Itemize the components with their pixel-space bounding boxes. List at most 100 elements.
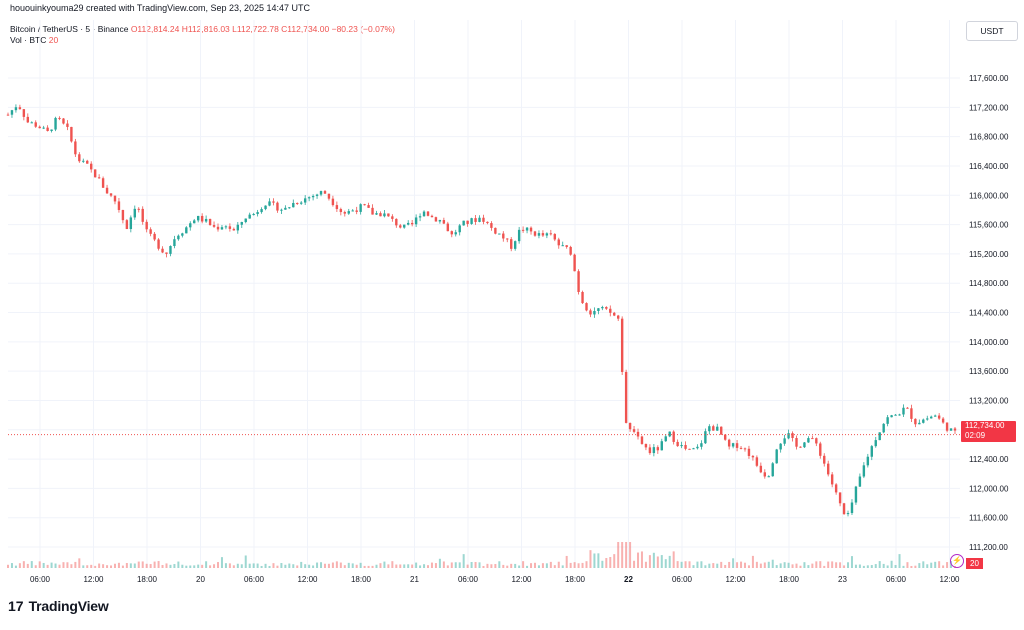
candle-body [894, 414, 897, 416]
candle-body [50, 129, 53, 132]
y-axis[interactable]: 117,600.00 117,200.00 116,800.00 116,400.00… [969, 74, 1009, 552]
candle-body [26, 116, 30, 123]
candle-body [406, 222, 410, 225]
volume-bar [680, 561, 683, 568]
volume-bar [502, 564, 505, 568]
volume-bar [740, 561, 743, 568]
tv-logo-icon: 17 [8, 598, 24, 614]
candle-body [454, 232, 457, 235]
currency-button[interactable]: USDT [966, 21, 1018, 41]
candle-body [941, 418, 945, 423]
y-tick-label: 116,000.00 [969, 191, 1009, 200]
x-tick-label: 22 [624, 575, 633, 584]
volume-bar [399, 564, 402, 568]
candle-body [280, 209, 283, 211]
candle-body [696, 446, 699, 449]
volume-bar [165, 563, 168, 568]
candle-body [882, 423, 885, 433]
candle-body [791, 433, 794, 439]
candle-body [593, 311, 596, 315]
candle-body [731, 443, 735, 447]
candle-body [375, 213, 378, 215]
volume-bar [783, 562, 786, 568]
candle-body [767, 476, 770, 478]
candle-body [953, 428, 957, 431]
candle-body [771, 463, 774, 477]
candle-body [224, 226, 228, 228]
volume-bar [843, 565, 846, 568]
volume-bar [494, 564, 497, 568]
candle-body [42, 127, 45, 129]
volume-bar [70, 564, 73, 568]
volume-bar [141, 561, 144, 568]
volume-bar [581, 562, 584, 568]
candle-body [379, 213, 382, 217]
x-tick-label: 18:00 [565, 575, 586, 584]
candle-body [807, 438, 810, 443]
candle-body [149, 229, 152, 234]
candle-body [537, 233, 541, 236]
volume-legend: Vol · BTC 20 [10, 35, 58, 45]
bar-countdown: 02:09 [965, 431, 986, 440]
volume-bar [807, 565, 810, 568]
lightning-icon[interactable]: ⚡ [950, 554, 964, 568]
x-axis[interactable]: 06:00 12:00 18:00 20 06:00 12:00 18:00 21 06:00 1… [30, 575, 960, 584]
volume-bar [696, 561, 699, 568]
y-tick-label: 113,600.00 [969, 367, 1009, 376]
candle-body [101, 178, 105, 188]
candle-body [109, 193, 113, 196]
candle-body [656, 447, 660, 451]
x-tick-label: 06:00 [244, 575, 265, 584]
candle-body [66, 123, 69, 127]
candle-body [783, 438, 786, 444]
volume-bar [526, 565, 529, 568]
x-tick-label: 12:00 [725, 575, 746, 584]
x-tick-label: 12:00 [511, 575, 532, 584]
volume-bar [197, 564, 200, 568]
candle-body [236, 224, 240, 231]
tradingview-logo[interactable]: 17 TradingView [8, 598, 109, 614]
candle-body [256, 212, 259, 215]
volume-bar [327, 563, 330, 568]
candle-body [212, 225, 216, 227]
candle-body [161, 248, 164, 253]
candle-body [426, 211, 430, 216]
volume-bar [870, 565, 873, 568]
volume-bar [316, 562, 319, 568]
candle-body [200, 215, 204, 222]
volume-bar [906, 562, 909, 568]
candle-body [327, 193, 331, 199]
candle-body [945, 422, 949, 431]
volume-bar [518, 565, 521, 568]
volume-bar [918, 563, 921, 568]
volume-bar [232, 565, 235, 568]
candle-body [34, 122, 37, 127]
volume-bar [430, 562, 433, 568]
volume-bar [486, 563, 489, 568]
candle-body [490, 223, 493, 228]
volume-bar [371, 565, 374, 568]
volume-bar [510, 563, 513, 568]
volume-bar [597, 553, 600, 568]
candle-body [387, 213, 390, 217]
volume-label[interactable]: Vol · BTC [10, 35, 47, 45]
volume-bar [815, 561, 818, 568]
volume-bar [335, 561, 338, 568]
volume-bar [427, 565, 430, 568]
candle-body [82, 160, 85, 162]
last-price-value: 112,734.00 [965, 421, 1005, 430]
candle-body [541, 233, 545, 236]
symbol-name[interactable]: Bitcoin / TetherUS · 5 · Binance [10, 24, 129, 34]
volume-bar [415, 562, 418, 568]
volume-bar [902, 565, 905, 568]
volume-bar [458, 562, 461, 568]
volume-bar [585, 561, 588, 568]
volume-tag: 20 [966, 558, 983, 569]
volume-bar [201, 564, 204, 568]
candle-body [220, 227, 224, 230]
candle-body [878, 432, 881, 441]
volume-bar [213, 564, 216, 568]
volume-bar [827, 561, 830, 568]
volume-bar [145, 563, 148, 568]
